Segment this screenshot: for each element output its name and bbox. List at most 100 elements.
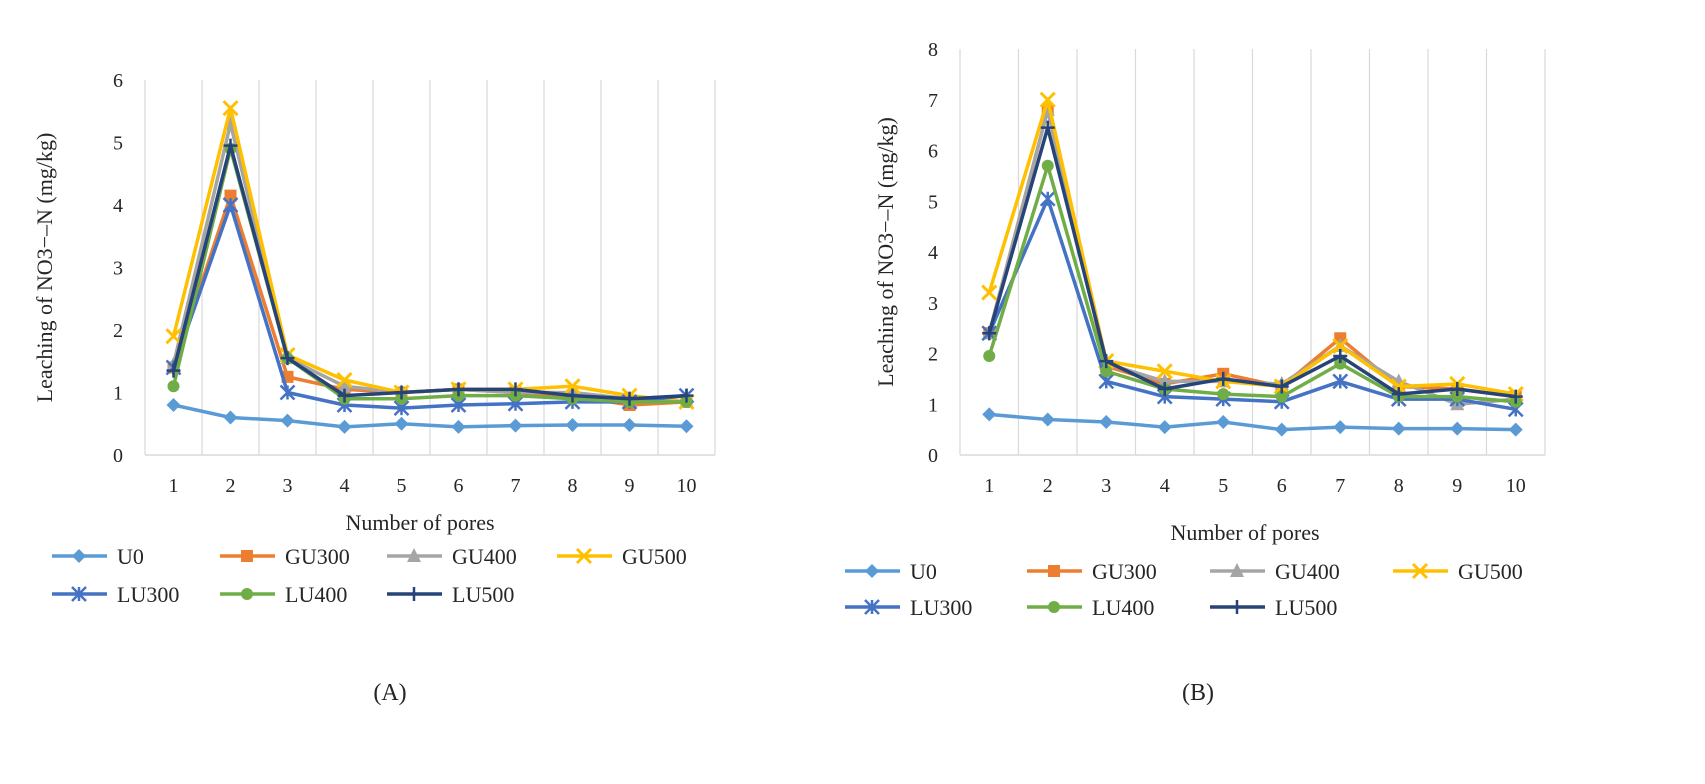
data-point	[224, 189, 237, 202]
data-point	[508, 382, 523, 397]
series-U0	[166, 398, 694, 434]
x-tick-label: 7	[1335, 475, 1345, 497]
x-tick-label: 2	[226, 475, 236, 497]
data-point	[337, 419, 352, 434]
data-point	[1040, 120, 1055, 135]
data-point	[1450, 382, 1465, 397]
data-point	[280, 413, 295, 428]
data-point	[1039, 91, 1056, 108]
data-point	[983, 350, 996, 363]
data-point	[222, 197, 239, 213]
y-tick-label: 1	[113, 383, 123, 405]
x-tick-label: 1	[984, 475, 994, 497]
legend-label: LU400	[1092, 595, 1154, 620]
legend-item-U0: U0	[52, 544, 144, 569]
data-point	[981, 284, 998, 301]
legend-marker	[1048, 601, 1060, 613]
y-tick-label: 4	[928, 242, 938, 264]
data-point	[1333, 349, 1348, 364]
x-tick-label: 5	[397, 475, 407, 497]
data-point	[280, 351, 295, 366]
legend-label: GU500	[1458, 559, 1523, 584]
legend: U0 GU300 GU400 GU500 LU300 LU400 LU500	[52, 544, 687, 607]
x-tick-label: 4	[1160, 475, 1170, 497]
legend-item-GU400: GU400	[1210, 559, 1340, 584]
series-LU500	[166, 138, 694, 406]
series-line	[987, 196, 1517, 412]
data-point	[565, 388, 580, 403]
data-point	[679, 388, 694, 403]
data-point	[165, 328, 182, 345]
data-point	[223, 410, 238, 425]
legend-marker	[241, 588, 253, 600]
x-tick-label: 6	[454, 475, 464, 497]
data-point	[337, 388, 352, 403]
legend-label: GU500	[622, 544, 687, 569]
x-tick-label: 3	[1101, 475, 1111, 497]
x-tick-label: 10	[1506, 475, 1526, 497]
legend-item-LU500: LU500	[387, 582, 514, 607]
data-point	[1041, 159, 1054, 172]
data-point	[167, 380, 180, 393]
y-axis-title: Leaching of NO3−–N (mg/kg)	[873, 117, 898, 387]
chart-panel-A: 0 1 2 3 4 5 6 1 2 3 4 5 6 7 8 9 10 Number of pores Leachin…	[32, 70, 716, 706]
x-tick-label: 8	[1394, 475, 1404, 497]
legend-item-GU400: GU400	[387, 544, 517, 569]
legend: U0 GU300 GU400 GU500 LU300 LU400 LU500	[845, 559, 1523, 620]
data-point	[1333, 420, 1348, 435]
legend-marker	[1048, 565, 1060, 577]
y-tick-label: 8	[928, 39, 938, 61]
data-point	[337, 378, 352, 393]
data-point	[451, 419, 466, 434]
data-point	[451, 382, 466, 397]
legend-label: GU400	[452, 544, 517, 569]
y-tick-label: 3	[928, 293, 938, 315]
y-tick-label: 6	[113, 70, 123, 92]
x-tick-label: 5	[1218, 475, 1228, 497]
data-point	[1334, 357, 1347, 370]
series-line	[171, 143, 687, 401]
panel-label: (B)	[1182, 680, 1214, 706]
data-point	[1040, 412, 1055, 427]
data-point	[1508, 389, 1523, 404]
legend-item-LU300: LU300	[845, 595, 972, 620]
legend-marker	[407, 587, 421, 601]
data-point	[565, 418, 580, 432]
data-point	[394, 385, 409, 400]
x-tick-label: 4	[340, 475, 350, 497]
y-tick-label: 5	[928, 191, 938, 213]
legend-marker	[407, 548, 421, 562]
data-point	[394, 416, 409, 431]
legend-item-GU500: GU500	[557, 544, 687, 569]
legend-label: LU400	[285, 582, 347, 607]
series-LU400	[983, 159, 1522, 408]
y-tick-label: 1	[928, 394, 938, 416]
legend-item-LU400: LU400	[1027, 595, 1154, 620]
data-point	[1450, 421, 1465, 436]
y-tick-label: 0	[928, 445, 938, 467]
x-axis-title: Number of pores	[345, 510, 494, 535]
x-tick-label: 9	[625, 475, 635, 497]
legend-label: U0	[910, 559, 937, 584]
legend-marker	[71, 586, 87, 602]
data-point	[1039, 190, 1056, 207]
data-point	[1274, 379, 1289, 394]
legend-item-GU500: GU500	[1393, 559, 1523, 584]
legend-marker	[864, 599, 880, 615]
data-point	[223, 138, 238, 153]
legend-label: GU400	[1275, 559, 1340, 584]
x-tick-label: 3	[283, 475, 293, 497]
y-tick-label: 2	[113, 320, 123, 342]
x-tick-label: 9	[1452, 475, 1462, 497]
y-tick-label: 5	[113, 133, 123, 155]
chart-panel-B: 0 1 2 3 4 5 6 7 8 1 2 3 4 5 6 7 8 9 10 Number of pores Leach…	[845, 39, 1546, 706]
y-tick-label: 2	[928, 344, 938, 366]
data-point	[1391, 387, 1406, 402]
legend-marker	[72, 549, 86, 563]
data-point	[1508, 422, 1523, 437]
x-tick-label: 8	[568, 475, 578, 497]
data-point	[1157, 382, 1172, 397]
x-tick-label: 7	[511, 475, 521, 497]
x-tick-label: 1	[169, 475, 179, 497]
legend-marker	[1230, 600, 1244, 614]
